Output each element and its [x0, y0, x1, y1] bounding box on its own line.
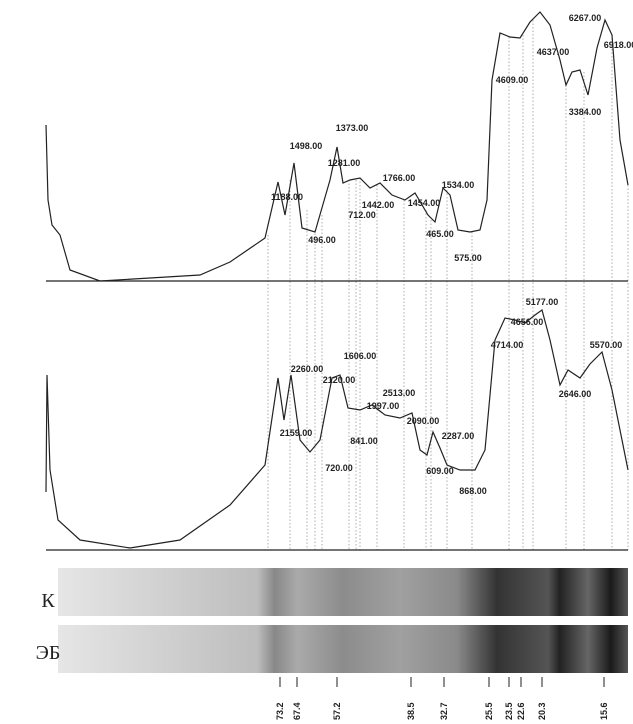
marker-label: 38.5 [406, 702, 416, 720]
peak-label: 609.00 [426, 466, 454, 476]
peak-label: 5177.00 [526, 297, 559, 307]
peak-label: 1281.00 [328, 158, 361, 168]
peak-label: 6918.00 [604, 40, 633, 50]
peak-label: 1373.00 [336, 123, 369, 133]
peak-label: 3384.00 [569, 107, 602, 117]
peak-label: 712.00 [348, 210, 376, 220]
peak-label: 5570.00 [590, 340, 623, 350]
gel-lane [58, 568, 628, 616]
figure: 6267.00 4637.00 6918.00 4609.00 3384.00 1373.… [0, 0, 633, 724]
marker-label: 23.5 [504, 702, 514, 720]
peak-label: 2646.00 [559, 389, 592, 399]
peak-label: 1188.00 [271, 192, 303, 202]
peak-label: 496.00 [308, 235, 336, 245]
marker-label: 25.5 [484, 702, 494, 720]
peak-label: 2260.00 [291, 364, 324, 374]
marker-label: 32.7 [439, 702, 449, 720]
peak-label: 1997.00 [367, 401, 400, 411]
peak-label: 4637.00 [537, 47, 570, 57]
peak-label: 4609.00 [496, 75, 529, 85]
marker-label: 22.6 [516, 702, 526, 720]
lane-label: К [41, 590, 55, 612]
lane-label: ЭБ [36, 642, 61, 664]
peak-label: 2159.00 [280, 428, 313, 438]
peak-label: 465.00 [426, 229, 454, 239]
peak-label: 1606.00 [344, 351, 377, 361]
peak-label: 4656.00 [511, 317, 544, 327]
peak-label: 2090.00 [407, 416, 440, 426]
peak-label: 868.00 [459, 486, 487, 496]
peak-label: 841.00 [350, 436, 378, 446]
marker-label: 20.3 [537, 702, 547, 720]
marker-label: 67.4 [292, 702, 302, 720]
peak-label: 1498.00 [290, 141, 323, 151]
peak-label: 1442.00 [362, 200, 395, 210]
peak-label: 4714.00 [491, 340, 524, 350]
peak-label: 1454.00 [408, 198, 441, 208]
peak-label: 575.00 [454, 253, 482, 263]
marker-label: 73.2 [275, 702, 285, 720]
marker-label: 15.6 [599, 702, 609, 720]
bottom-trace [46, 310, 628, 548]
gel-lane [58, 625, 628, 673]
peak-label: 2513.00 [383, 388, 416, 398]
peak-label: 6267.00 [569, 13, 602, 23]
peak-label: 1534.00 [442, 180, 475, 190]
peak-label: 2287.00 [442, 431, 475, 441]
marker-label: 57.2 [332, 702, 342, 720]
peak-label: 1766.00 [383, 173, 416, 183]
peak-label: 2120.00 [323, 375, 356, 385]
peak-label: 720.00 [325, 463, 353, 473]
